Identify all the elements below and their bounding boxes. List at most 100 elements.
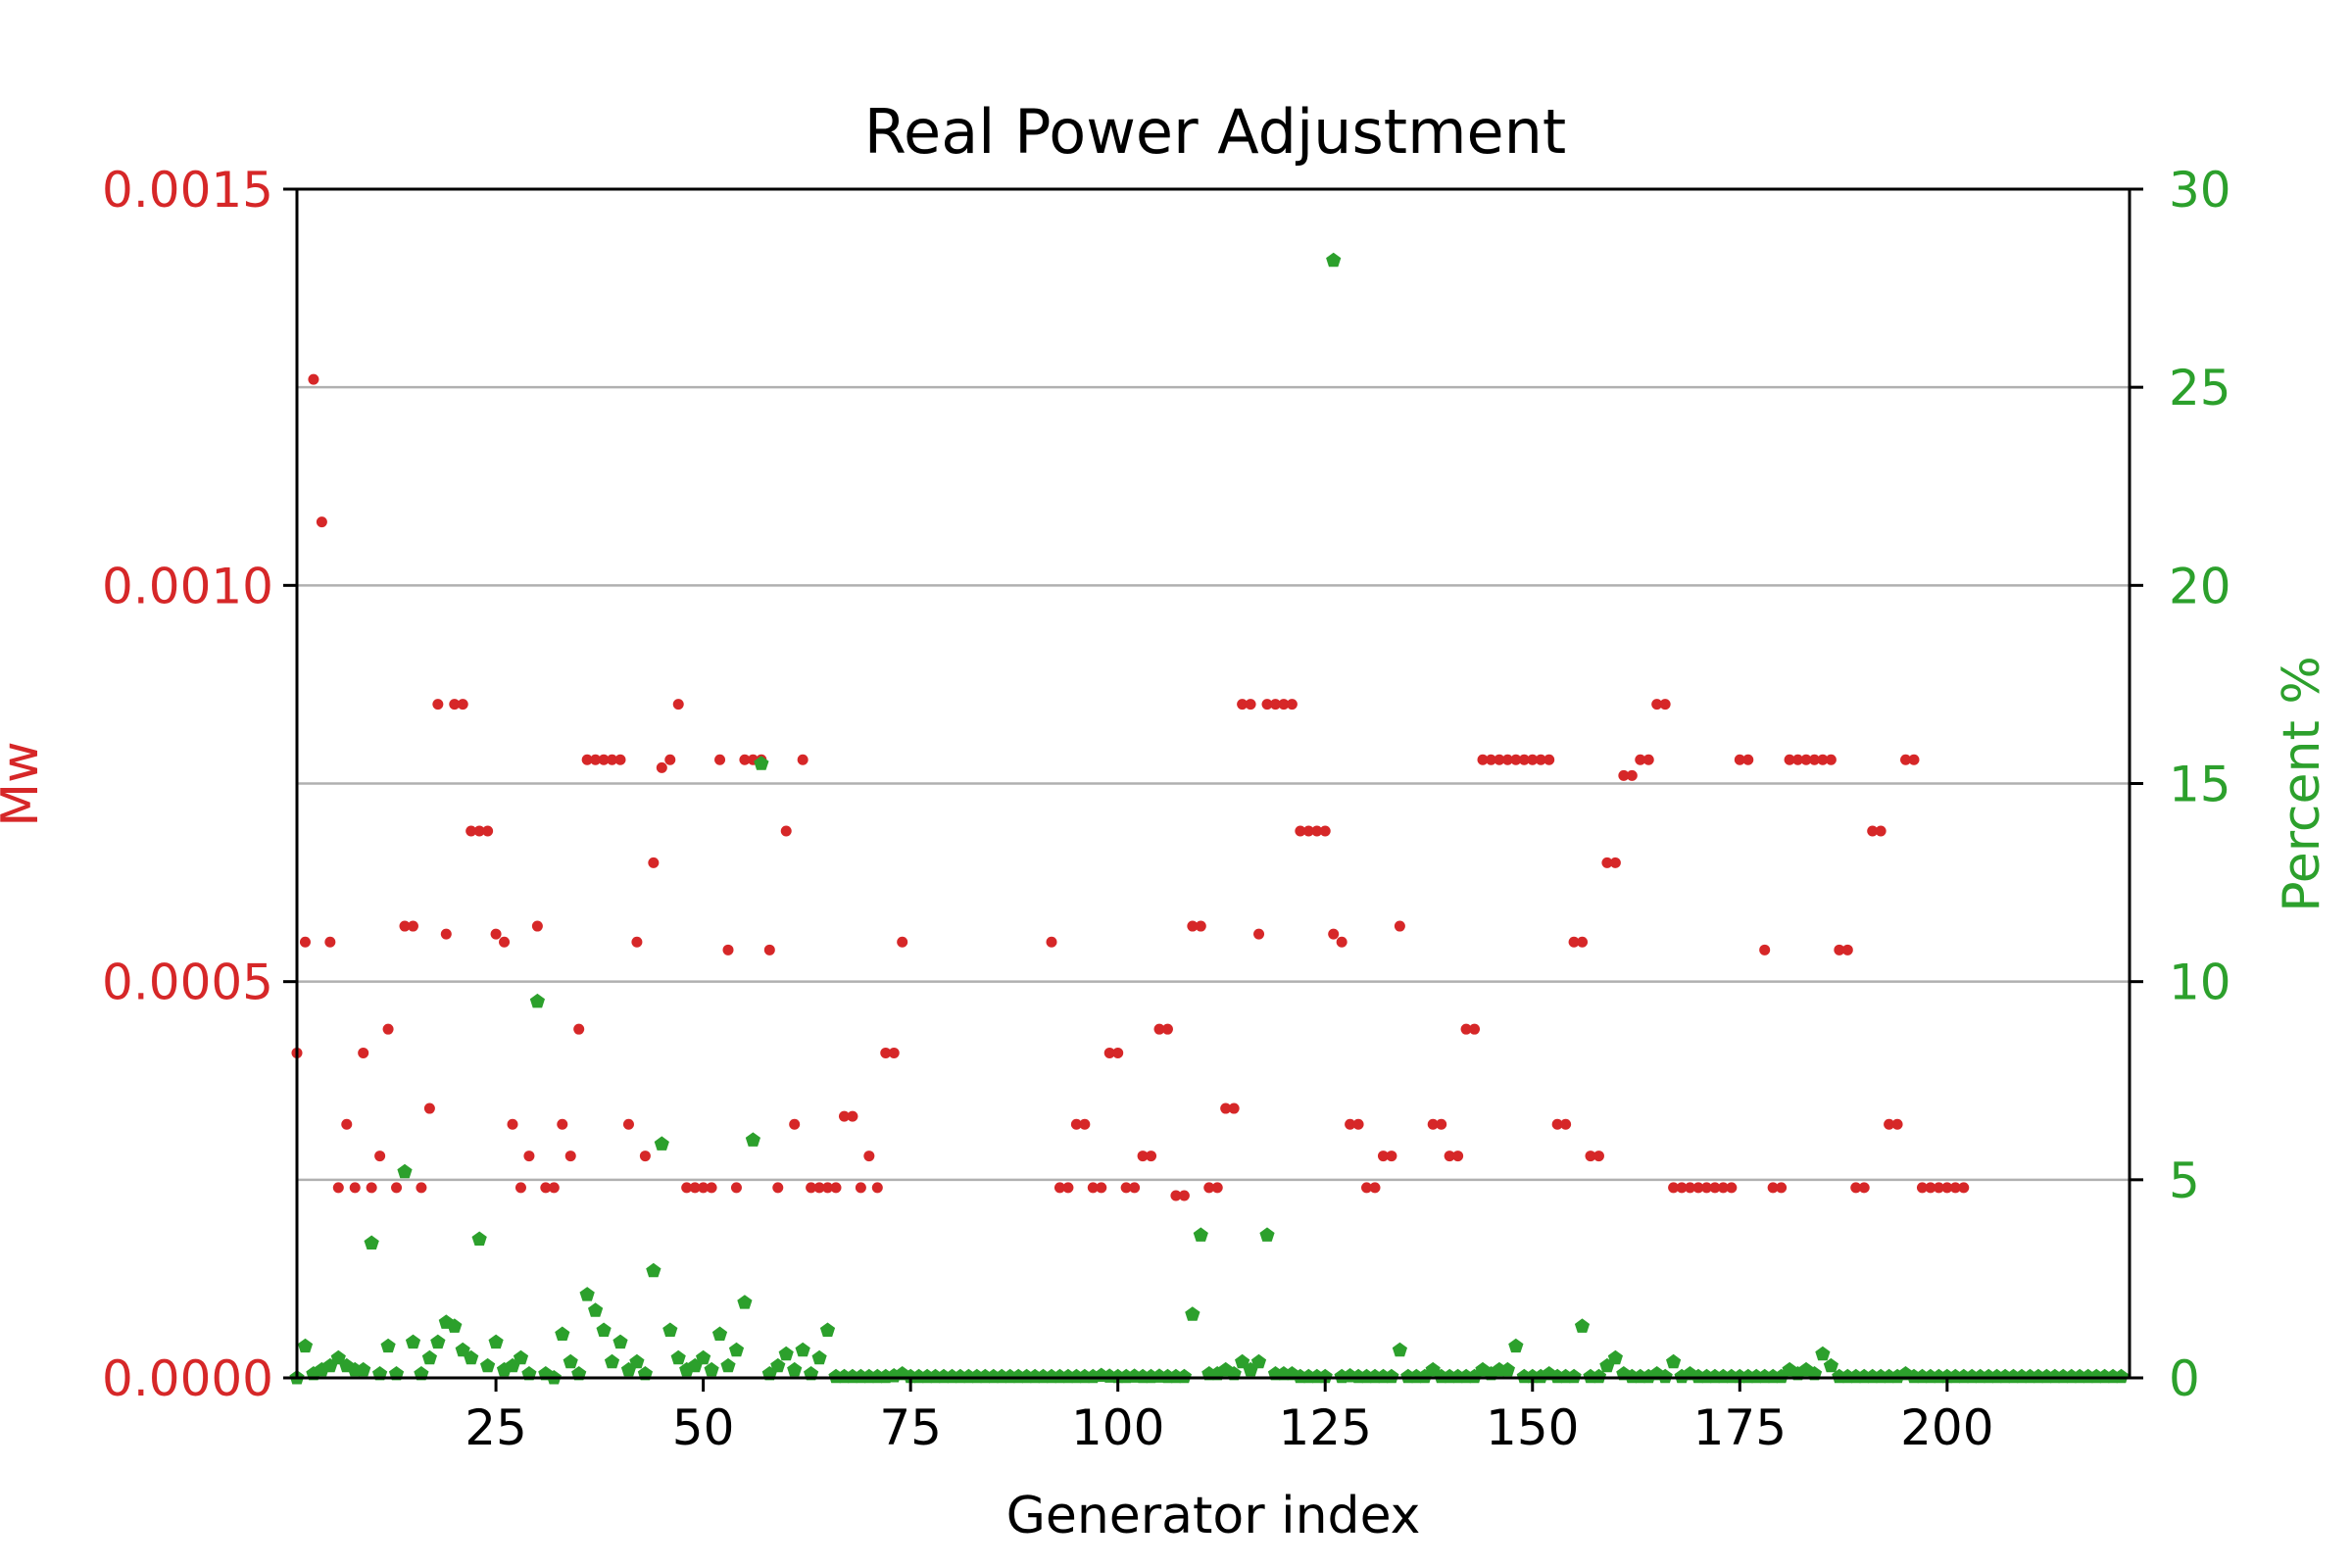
mw-point [607,754,618,765]
mw-point [1709,1182,1721,1194]
percent-point [596,1322,612,1337]
mw-point [573,1023,585,1035]
mw-point [656,761,667,773]
mw-point [813,1182,825,1194]
percent-point [1815,1346,1831,1361]
mw-point [316,516,327,528]
left-tick-label: 0.0015 [102,162,273,219]
mw-point [1161,1023,1173,1035]
mw-point [1079,1118,1091,1130]
mw-point [1834,944,1845,956]
percent-point [405,1334,421,1349]
x-tick-label: 100 [1071,1399,1164,1456]
percent-point [2113,1368,2130,1384]
percent-point [1384,1368,1399,1384]
mw-point [1618,769,1630,781]
mw-point [1825,754,1837,765]
mw-point [772,1182,784,1194]
mw-point [466,825,477,837]
mw-point [1485,754,1496,765]
percent-point [711,1326,728,1341]
left-axis-label: Mw [0,741,50,826]
mw-point [598,754,610,765]
mw-point [581,754,593,765]
mw-point [557,1118,568,1130]
percent-point [464,1349,479,1365]
percent-point [728,1342,745,1357]
mw-point [1103,1047,1115,1058]
mw-point [681,1182,693,1194]
mw-point [1518,754,1530,765]
percent-point [770,1357,786,1373]
mw-point [490,928,502,940]
x-axis-ticks: 25 50 75 100 125 150 175 200 [465,1378,1994,1456]
percent-point [1235,1353,1250,1369]
mw-point [1925,1182,1936,1194]
mw-point [499,936,511,948]
percent-point [795,1342,810,1357]
percent-point [356,1361,371,1377]
mw-point [1195,920,1206,932]
mw-point [888,1047,900,1058]
percent-point [1259,1227,1275,1242]
x-tick-label: 175 [1693,1399,1787,1456]
mw-point [648,857,660,868]
percent-point [455,1342,470,1357]
mw-point [1319,825,1331,837]
mw-point [830,1182,842,1194]
percent-point [1566,1368,1582,1384]
mw-point [1501,754,1513,765]
mw-point [548,1182,560,1194]
percent-point [1176,1368,1192,1384]
right-tick-label: 0 [2169,1350,2200,1407]
x-tick-label: 75 [879,1399,942,1456]
mw-point [590,754,602,765]
mw-point [1170,1190,1182,1201]
percent-point [364,1235,379,1250]
mw-point [1477,754,1489,765]
mw-point [1933,1182,1944,1194]
mw-point [789,1118,801,1130]
mw-point [639,1151,651,1162]
mw-point [1444,1151,1455,1162]
mw-point [689,1182,701,1194]
mw-point [1269,699,1281,710]
percent-point [480,1357,496,1373]
mw-point [1386,1151,1397,1162]
percent-point [811,1349,827,1365]
percent-point [819,1322,836,1337]
mw-point [1253,928,1265,940]
right-tick-label: 25 [2169,360,2231,416]
mw-point [1700,1182,1712,1194]
percent-point [778,1346,794,1361]
mw-point [1261,699,1273,710]
x-tick-label: 125 [1279,1399,1372,1456]
mw-point [416,1182,427,1194]
mw-point [1884,1118,1895,1130]
mw-point [1585,1151,1596,1162]
mw-point [780,825,792,837]
mw-point [1577,936,1589,948]
mw-point [1087,1182,1099,1194]
percent-point [555,1326,570,1341]
percent-point [447,1318,463,1333]
mw-point [1070,1118,1082,1130]
percent-point [421,1349,437,1365]
mw-point [332,1182,344,1194]
mw-point [1153,1023,1165,1035]
mw-point [1377,1151,1389,1162]
mw-point [366,1182,377,1194]
mw-point [1178,1190,1190,1201]
mw-point [1642,754,1654,765]
mw-point [449,699,461,710]
x-tick-label: 25 [465,1399,527,1456]
percent-point [1607,1349,1623,1365]
percent-point [745,1132,760,1147]
mw-point [1510,754,1522,765]
mw-point [763,944,775,956]
mw-point [1659,699,1671,710]
right-axis-ticks: 0 5 10 15 20 25 30 [2130,162,2231,1407]
mw-point [1742,754,1754,765]
percent-point [330,1349,346,1365]
